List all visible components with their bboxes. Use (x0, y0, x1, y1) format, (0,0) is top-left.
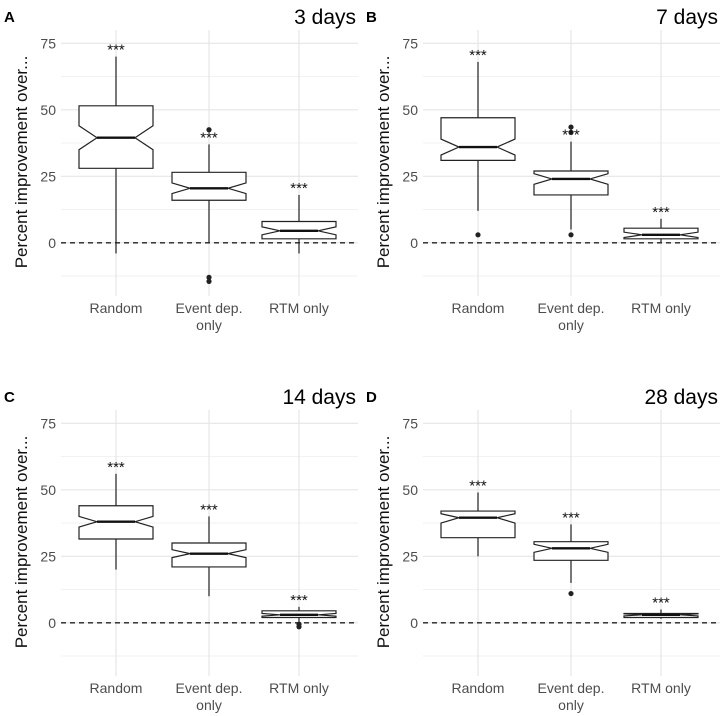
y-tick-label: 25 (402, 168, 418, 184)
box-rtm-only: *** (623, 204, 699, 243)
chart-title: 7 days (656, 6, 718, 29)
significance-label: *** (290, 180, 308, 197)
y-tick-label: 0 (48, 615, 56, 631)
y-tick-label: 25 (40, 168, 56, 184)
y-tick-label: 50 (402, 102, 418, 118)
box-random: *** (78, 42, 154, 254)
x-tick-label: Random (452, 680, 505, 696)
notched-box (623, 227, 699, 240)
significance-label: *** (652, 204, 670, 221)
x-tick-label: RTM only (631, 680, 691, 696)
y-tick-label: 75 (402, 415, 418, 431)
y-tick-label: 50 (40, 482, 56, 498)
x-tick-label: Event dep. only (538, 300, 605, 333)
notched-box (533, 170, 609, 196)
panel-label: C (4, 389, 15, 406)
box-rtm-only: *** (261, 592, 337, 630)
outlier-point (475, 232, 481, 238)
box-event-dep-only: *** (171, 127, 247, 284)
x-tick-label: Random (90, 680, 143, 696)
outlier-point (206, 127, 212, 133)
box-rtm-only: *** (623, 595, 699, 619)
outlier-point (568, 232, 574, 238)
significance-label: *** (107, 42, 125, 59)
notched-box (440, 510, 516, 539)
chart-title: 3 days (294, 6, 356, 29)
y-axis-label: Percent improvement over... (12, 56, 31, 269)
y-axis-label: Percent improvement over... (374, 56, 393, 269)
box-event-dep-only: *** (533, 509, 609, 597)
significance-label: *** (200, 501, 218, 518)
y-tick-label: 75 (40, 415, 56, 431)
significance-label: *** (652, 595, 670, 612)
x-tick-label: RTM only (269, 680, 329, 696)
chart-title: 14 days (282, 386, 356, 409)
y-tick-label: 50 (40, 102, 56, 118)
y-tick-label: 75 (40, 35, 56, 51)
chart-panel-a: 0 25 50 75 *** *** *** Random Event dep. only RTM … (4, 6, 358, 333)
significance-label: *** (469, 47, 487, 64)
notched-box (440, 117, 516, 161)
significance-label: *** (200, 129, 218, 146)
outlier-point (296, 624, 302, 630)
box-random: *** (78, 459, 154, 570)
chart-panel-c: 0 25 50 75 *** *** *** Random Event dep. only RTM … (4, 386, 358, 713)
outlier-point (568, 124, 574, 130)
x-tick-label: Event dep. only (176, 680, 243, 713)
x-tick-label: Random (90, 300, 143, 316)
y-tick-label: 25 (40, 548, 56, 564)
box-event-dep-only: *** (171, 501, 247, 597)
significance-label: *** (290, 592, 308, 609)
box-event-dep-only: *** (533, 124, 609, 238)
panel-label: A (4, 9, 15, 26)
y-axis-label: Percent improvement over... (374, 436, 393, 649)
x-tick-label: RTM only (269, 300, 329, 316)
x-tick-label: Event dep. only (538, 680, 605, 713)
outlier-point (206, 274, 212, 280)
y-axis-label: Percent improvement over... (12, 436, 31, 649)
y-tick-label: 0 (410, 615, 418, 631)
y-tick-label: 50 (402, 482, 418, 498)
significance-label: *** (562, 509, 580, 526)
outlier-point (568, 590, 574, 597)
chart-title: 28 days (644, 386, 718, 409)
panel-label: D (366, 389, 377, 406)
significance-label: *** (469, 477, 487, 494)
box-random: *** (440, 47, 516, 238)
notched-box (171, 171, 247, 201)
x-tick-label: Event dep. only (176, 300, 243, 333)
chart-panel-d: 0 25 50 75 *** *** *** Random Event dep. only RTM … (366, 386, 720, 713)
box-random: *** (440, 477, 516, 557)
y-tick-label: 0 (48, 235, 56, 251)
outlier-point (568, 129, 574, 136)
y-tick-label: 25 (402, 548, 418, 564)
notched-box (533, 541, 609, 561)
box-rtm-only: *** (261, 180, 337, 254)
outlier-point (206, 278, 212, 284)
significance-label: *** (107, 459, 125, 476)
y-tick-label: 0 (410, 235, 418, 251)
y-tick-label: 75 (402, 35, 418, 51)
significance-label: *** (562, 127, 580, 144)
x-tick-label: Random (452, 300, 505, 316)
chart-panel-b: 0 25 50 75 *** *** *** Random Event dep. only RTM … (366, 6, 720, 333)
notched-box (171, 542, 247, 568)
panel-label: B (366, 9, 377, 26)
x-tick-label: RTM only (631, 300, 691, 316)
